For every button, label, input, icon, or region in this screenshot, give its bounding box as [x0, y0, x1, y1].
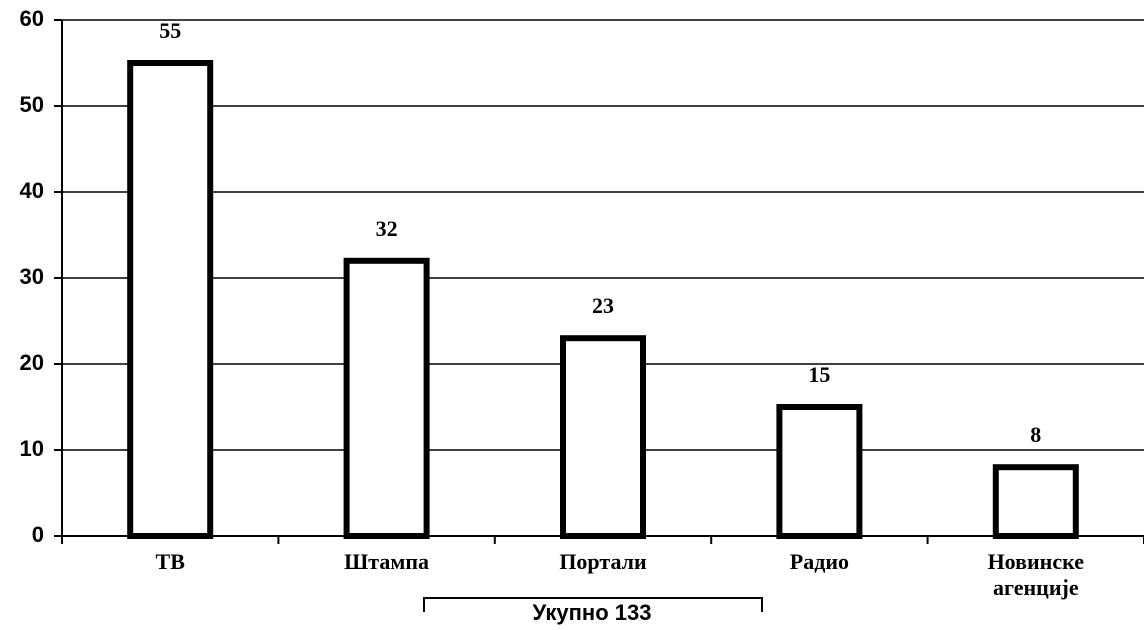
bar — [560, 335, 646, 540]
y-tick-label: 50 — [20, 92, 44, 117]
bar — [127, 60, 214, 539]
value-label: 32 — [376, 216, 398, 241]
y-tick-label: 20 — [20, 350, 44, 375]
annotation-bracket — [423, 597, 763, 612]
value-label: 55 — [159, 18, 181, 43]
y-tick-label: 10 — [20, 436, 44, 461]
y-tick-label: 0 — [32, 522, 44, 547]
x-tick-label: ТВ — [156, 549, 186, 574]
x-tick-label: Штампа — [344, 549, 429, 574]
y-tick-label: 40 — [20, 178, 44, 203]
x-tick-label: Портали — [559, 549, 647, 574]
bar — [776, 404, 863, 539]
x-tick-label: Новинске агенције — [988, 549, 1085, 600]
x-tick-label: Радио — [790, 549, 849, 574]
bar — [343, 257, 430, 539]
annotation: Укупно 133 — [533, 600, 652, 625]
bar — [992, 464, 1079, 540]
y-tick-label: 60 — [20, 6, 44, 31]
value-label: 15 — [808, 362, 830, 387]
value-label: 23 — [592, 293, 614, 318]
y-tick-label: 30 — [20, 264, 44, 289]
value-label: 8 — [1030, 422, 1041, 447]
